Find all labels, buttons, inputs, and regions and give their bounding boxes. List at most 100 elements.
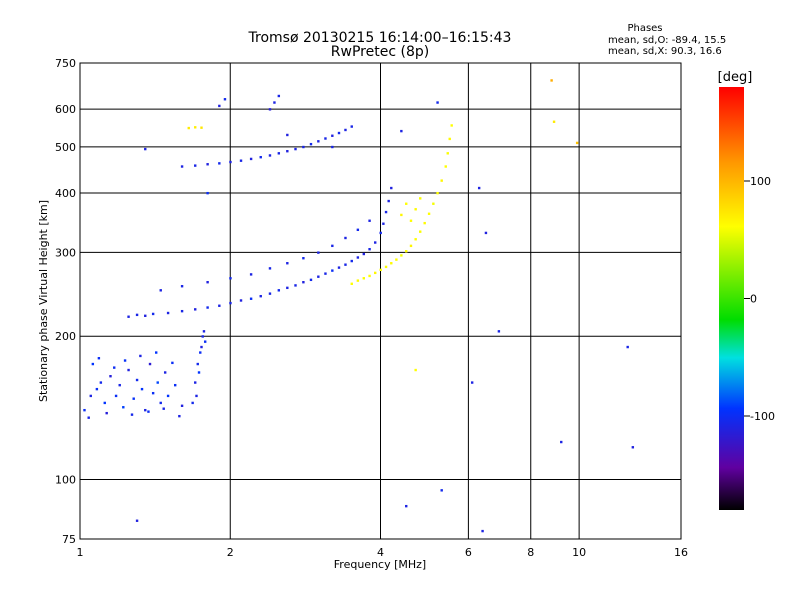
data-point bbox=[344, 263, 347, 266]
data-point bbox=[118, 383, 121, 387]
data-point bbox=[436, 191, 439, 195]
data-point bbox=[99, 381, 103, 384]
x-tick-label: 6 bbox=[465, 546, 472, 559]
data-point bbox=[195, 394, 198, 398]
data-point bbox=[200, 345, 203, 349]
data-point bbox=[631, 446, 635, 449]
data-point bbox=[249, 157, 253, 161]
data-point bbox=[552, 120, 556, 123]
data-point bbox=[135, 313, 139, 317]
data-point bbox=[277, 152, 281, 155]
data-point bbox=[103, 401, 106, 405]
data-point bbox=[427, 212, 431, 215]
data-point bbox=[123, 359, 127, 362]
data-point bbox=[97, 357, 101, 360]
data-point bbox=[180, 309, 184, 313]
data-point bbox=[259, 294, 262, 298]
data-point bbox=[390, 262, 393, 265]
data-point bbox=[194, 164, 197, 167]
data-point bbox=[286, 262, 289, 265]
data-point bbox=[178, 414, 181, 418]
data-point bbox=[575, 141, 579, 145]
data-point bbox=[400, 129, 403, 133]
data-point bbox=[440, 179, 443, 182]
data-point bbox=[294, 147, 297, 151]
data-point bbox=[368, 219, 371, 222]
data-point bbox=[324, 137, 327, 140]
data-point bbox=[409, 219, 413, 222]
data-point bbox=[223, 98, 227, 101]
data-point bbox=[444, 165, 447, 168]
y-tick-label: 400 bbox=[55, 187, 76, 200]
data-point bbox=[201, 335, 204, 338]
data-point bbox=[163, 371, 167, 374]
data-point bbox=[390, 186, 393, 190]
x-tick-label: 8 bbox=[527, 546, 534, 559]
data-point bbox=[331, 145, 334, 149]
y-tick-label: 200 bbox=[55, 330, 76, 343]
data-point bbox=[132, 397, 135, 400]
data-point bbox=[259, 155, 262, 159]
data-point bbox=[362, 252, 366, 256]
y-tick-labels: 75 100 200 300 400 500 600 750 bbox=[55, 57, 76, 546]
x-axis-label: Frequency [MHz] bbox=[334, 558, 426, 571]
data-point bbox=[199, 351, 202, 354]
data-point bbox=[87, 416, 90, 419]
y-tick-label: 100 bbox=[55, 474, 76, 487]
colorbar-ticks: -100 0 100 bbox=[744, 175, 775, 423]
data-point bbox=[405, 202, 408, 205]
data-point bbox=[203, 340, 207, 343]
data-point bbox=[356, 279, 360, 282]
data-point bbox=[368, 248, 371, 251]
data-point bbox=[560, 440, 563, 444]
data-point bbox=[95, 387, 99, 391]
data-point bbox=[268, 267, 272, 270]
colorbar bbox=[719, 87, 744, 510]
data-point bbox=[440, 489, 443, 492]
data-point bbox=[432, 202, 435, 205]
data-point bbox=[277, 94, 281, 98]
data-point bbox=[239, 299, 243, 302]
data-point bbox=[374, 271, 377, 275]
data-point bbox=[350, 259, 353, 263]
data-point bbox=[405, 250, 408, 253]
x-tick-label: 16 bbox=[674, 546, 688, 559]
data-point bbox=[309, 142, 313, 146]
data-point bbox=[206, 281, 209, 284]
data-point bbox=[249, 273, 253, 276]
data-point bbox=[159, 401, 162, 405]
data-point bbox=[151, 391, 155, 395]
data-point bbox=[249, 297, 253, 300]
data-point bbox=[382, 222, 385, 225]
data-point bbox=[159, 289, 162, 292]
chart-title: Tromsø 20130215 16:14:00–16:15:43 bbox=[248, 30, 512, 46]
data-point bbox=[268, 292, 272, 295]
data-point bbox=[450, 124, 453, 127]
data-point bbox=[206, 306, 209, 309]
data-point bbox=[268, 154, 272, 157]
data-point bbox=[197, 371, 201, 374]
data-point bbox=[317, 140, 320, 143]
x-tick-label: 4 bbox=[377, 546, 384, 559]
data-point bbox=[140, 387, 144, 391]
colorbar-tick-label: 100 bbox=[750, 175, 771, 188]
data-point bbox=[356, 228, 360, 232]
data-point bbox=[379, 268, 382, 272]
y-tick-label: 750 bbox=[55, 57, 76, 70]
phases-o-stats: mean, sd,O: -89.4, 15.5 bbox=[608, 35, 726, 46]
x-tick-labels: 1 2 4 6 8 10 16 bbox=[77, 546, 689, 559]
x-tick-label: 2 bbox=[227, 546, 234, 559]
data-point bbox=[156, 381, 159, 384]
x-tick-label: 10 bbox=[572, 546, 586, 559]
data-point bbox=[550, 79, 553, 82]
data-point bbox=[484, 231, 488, 235]
data-point bbox=[144, 147, 147, 151]
data-point bbox=[229, 277, 232, 280]
data-point bbox=[162, 407, 165, 410]
data-point bbox=[419, 230, 422, 233]
data-point bbox=[414, 208, 417, 211]
data-point bbox=[144, 314, 147, 317]
data-point bbox=[302, 257, 305, 260]
data-point bbox=[194, 381, 197, 384]
phases-x-stats: mean, sd,X: 90.3, 16.6 bbox=[608, 46, 722, 57]
